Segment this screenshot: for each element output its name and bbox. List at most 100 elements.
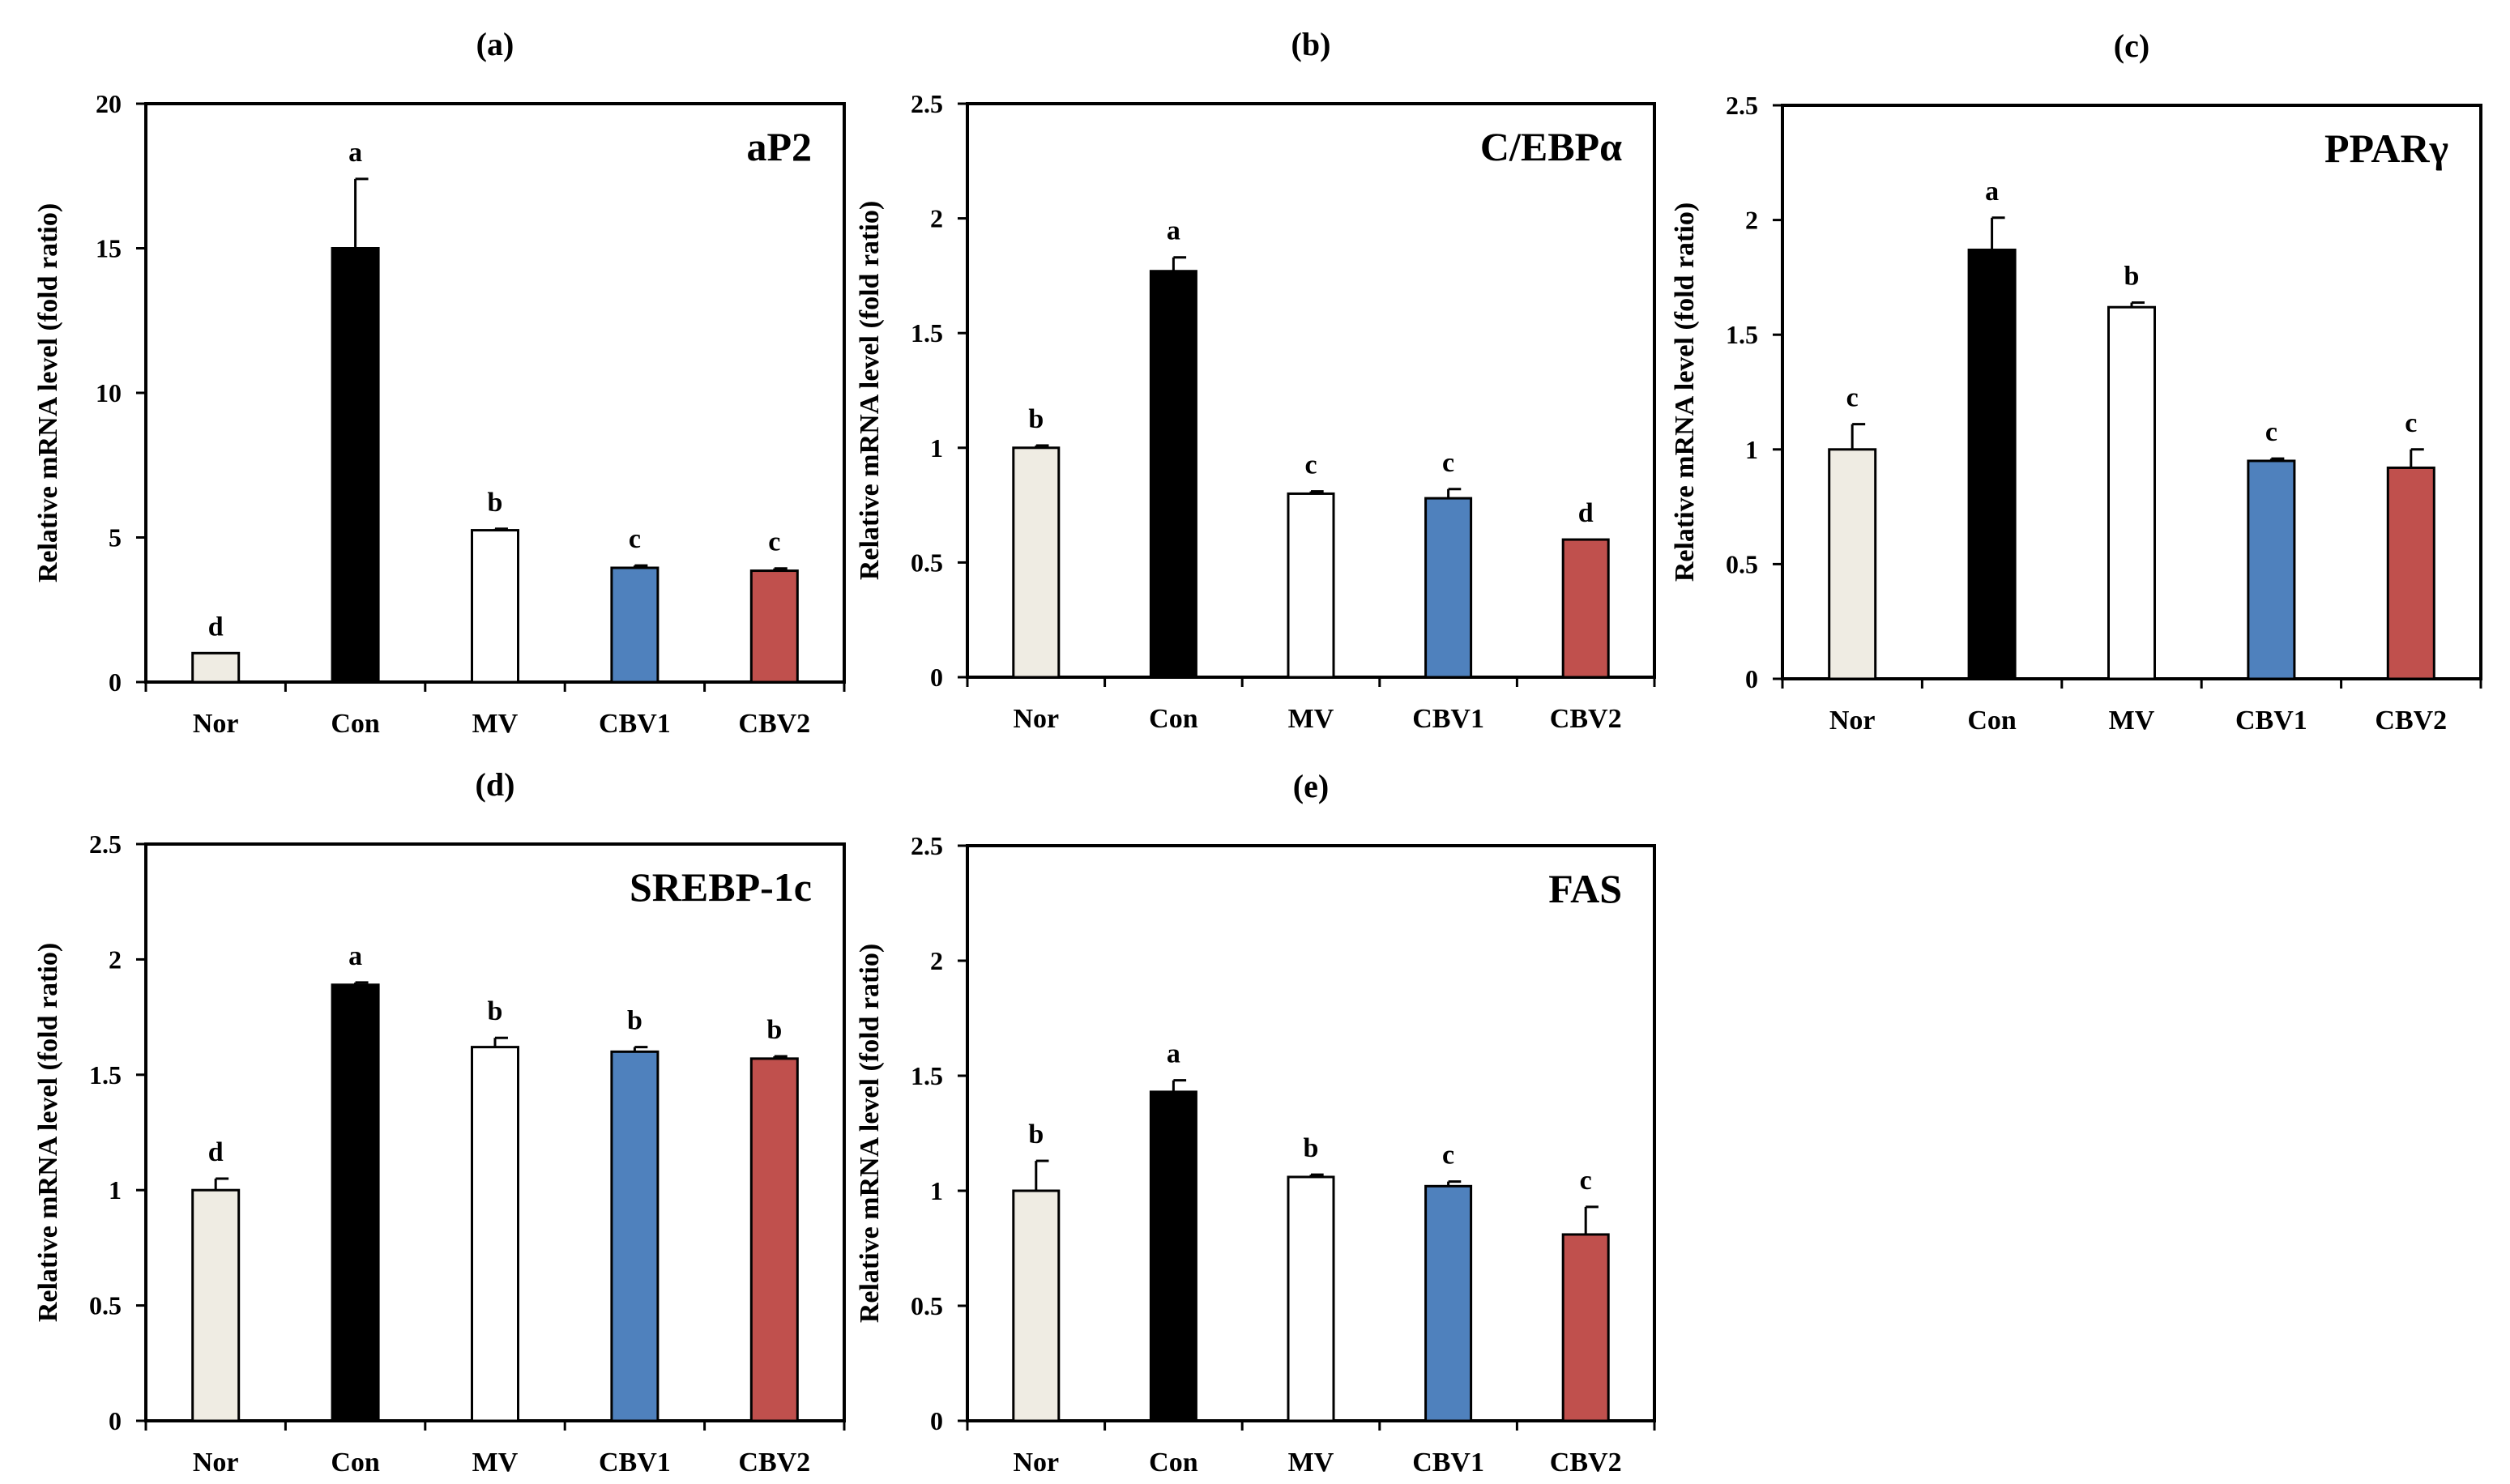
y-tick-label: 2 bbox=[930, 204, 943, 233]
bar-con bbox=[1149, 270, 1197, 679]
gene-title: FAS bbox=[1548, 866, 1622, 911]
x-category-label: CBV2 bbox=[1550, 704, 1622, 734]
x-category-label: CBV2 bbox=[738, 709, 810, 739]
panel-label: (c) bbox=[2114, 28, 2149, 64]
bar-nor bbox=[191, 1188, 241, 1422]
y-tick-label: 5 bbox=[109, 523, 122, 552]
x-category-label: CBV2 bbox=[738, 1448, 810, 1478]
y-tick-label: 2 bbox=[930, 946, 943, 975]
significance-label: b bbox=[1304, 1133, 1319, 1163]
bar-con bbox=[1149, 1090, 1197, 1422]
y-tick-label: 15 bbox=[96, 234, 122, 263]
bar-cbv2 bbox=[1561, 1233, 1610, 1422]
significance-label: c bbox=[1580, 1166, 1592, 1196]
x-category-label: MV bbox=[2109, 706, 2155, 736]
significance-label: a bbox=[348, 941, 362, 971]
bar-nor bbox=[1012, 446, 1061, 679]
panel-label: (b) bbox=[1291, 26, 1331, 62]
x-category-label: CBV1 bbox=[599, 1448, 671, 1478]
significance-label: c bbox=[1442, 1141, 1454, 1171]
significance-label: c bbox=[1442, 448, 1454, 478]
significance-label: d bbox=[1578, 498, 1594, 528]
y-tick-label: 0 bbox=[930, 663, 943, 692]
gene-title: PPARγ bbox=[2324, 126, 2448, 171]
bar-mv bbox=[2107, 305, 2156, 680]
y-tick-label: 2.5 bbox=[911, 89, 943, 118]
y-tick-label: 1.5 bbox=[911, 1061, 943, 1090]
significance-label: c bbox=[2405, 408, 2417, 438]
bar-cbv1 bbox=[2247, 459, 2296, 680]
y-tick-label: 2.5 bbox=[89, 829, 122, 859]
significance-label: b bbox=[1028, 404, 1044, 434]
x-category-label: CBV1 bbox=[2235, 706, 2307, 736]
y-tick-label: 0 bbox=[109, 667, 122, 697]
significance-label: b bbox=[627, 1006, 642, 1036]
bar-cbv2 bbox=[749, 569, 799, 684]
panel-label: (d) bbox=[476, 766, 515, 803]
y-axis-label: Relative mRNA level (fold ratio) bbox=[33, 943, 63, 1322]
x-category-label: CBV2 bbox=[2375, 706, 2447, 736]
x-category-label: Nor bbox=[1013, 1448, 1059, 1478]
y-tick-label: 0.5 bbox=[911, 1291, 943, 1320]
panel-c: (c) PPARγ 0 0.5 1 1.5 2 2.5 Relative mRNA level … bbox=[1670, 28, 2482, 736]
gene-title: C/EBPα bbox=[1480, 124, 1622, 169]
bar-mv bbox=[471, 1046, 519, 1422]
x-category-label: Con bbox=[1149, 704, 1198, 734]
bar-cbv1 bbox=[1424, 1184, 1473, 1422]
x-category-label: CBV1 bbox=[599, 709, 671, 739]
x-category-label: Nor bbox=[1013, 704, 1059, 734]
y-axis-label: Relative mRNA level (fold ratio) bbox=[855, 944, 885, 1323]
y-tick-label: 20 bbox=[96, 89, 122, 118]
bar-mv bbox=[471, 529, 519, 684]
y-tick-label: 1 bbox=[1745, 435, 1758, 464]
x-category-label: Con bbox=[1149, 1448, 1198, 1478]
x-category-label: Con bbox=[1967, 706, 2017, 736]
significance-label: a bbox=[348, 138, 362, 168]
bar-cbv1 bbox=[610, 566, 660, 684]
panel-d: (d) SREBP-1c 0 0.5 1 1.5 2 2.5 Relative mRNA lev… bbox=[33, 766, 846, 1478]
x-category-label: Nor bbox=[1829, 706, 1876, 736]
y-axis-label: Relative mRNA level (fold ratio) bbox=[1670, 203, 1700, 582]
panel-b: (b) C/EBPα 0 0.5 1 1.5 2 2.5 Relative mRNA level… bbox=[855, 26, 1656, 734]
y-tick-label: 1.5 bbox=[89, 1060, 122, 1090]
significance-label: b bbox=[766, 1015, 782, 1045]
x-category-label: MV bbox=[1288, 704, 1334, 734]
y-tick-label: 1 bbox=[109, 1175, 122, 1205]
panel-e: (e) FAS 0 0.5 1 1.5 2 2.5 Relative mRNA level (f… bbox=[855, 768, 1656, 1478]
bar-con bbox=[331, 983, 380, 1422]
significance-label: d bbox=[208, 612, 224, 642]
y-tick-label: 0.5 bbox=[1726, 549, 1758, 578]
bar-con bbox=[1967, 248, 2017, 680]
x-category-label: CBV1 bbox=[1412, 1448, 1484, 1478]
significance-label: c bbox=[2265, 417, 2277, 447]
significance-label: a bbox=[1167, 216, 1180, 246]
y-tick-label: 2 bbox=[1745, 206, 1758, 235]
panel-label: (a) bbox=[476, 26, 514, 62]
bar-mv bbox=[1287, 492, 1335, 679]
significance-label: b bbox=[488, 488, 503, 518]
significance-label: d bbox=[208, 1137, 224, 1167]
x-category-label: Con bbox=[331, 709, 380, 739]
significance-label: b bbox=[488, 996, 503, 1026]
bar-cbv1 bbox=[610, 1050, 660, 1422]
x-category-label: MV bbox=[472, 709, 519, 739]
significance-label: c bbox=[629, 524, 641, 554]
significance-label: a bbox=[1167, 1039, 1180, 1069]
y-tick-label: 2.5 bbox=[1726, 91, 1758, 120]
x-category-label: Con bbox=[331, 1448, 380, 1478]
bar-cbv1 bbox=[1424, 497, 1473, 679]
y-tick-label: 2 bbox=[109, 945, 122, 974]
significance-label: c bbox=[1304, 450, 1317, 480]
x-category-label: MV bbox=[1288, 1448, 1334, 1478]
x-category-label: CBV1 bbox=[1412, 704, 1484, 734]
y-tick-label: 0 bbox=[930, 1406, 943, 1435]
y-tick-label: 1.5 bbox=[1726, 320, 1758, 349]
significance-label: c bbox=[768, 527, 780, 557]
bar-cbv2 bbox=[749, 1057, 799, 1422]
bar-nor bbox=[1012, 1189, 1061, 1422]
y-tick-label: 0.5 bbox=[911, 548, 943, 577]
bar-cbv2 bbox=[1561, 538, 1610, 679]
bar-nor bbox=[1828, 448, 1877, 680]
y-axis-label: Relative mRNA level (fold ratio) bbox=[33, 203, 63, 582]
bar-mv bbox=[1287, 1175, 1335, 1422]
